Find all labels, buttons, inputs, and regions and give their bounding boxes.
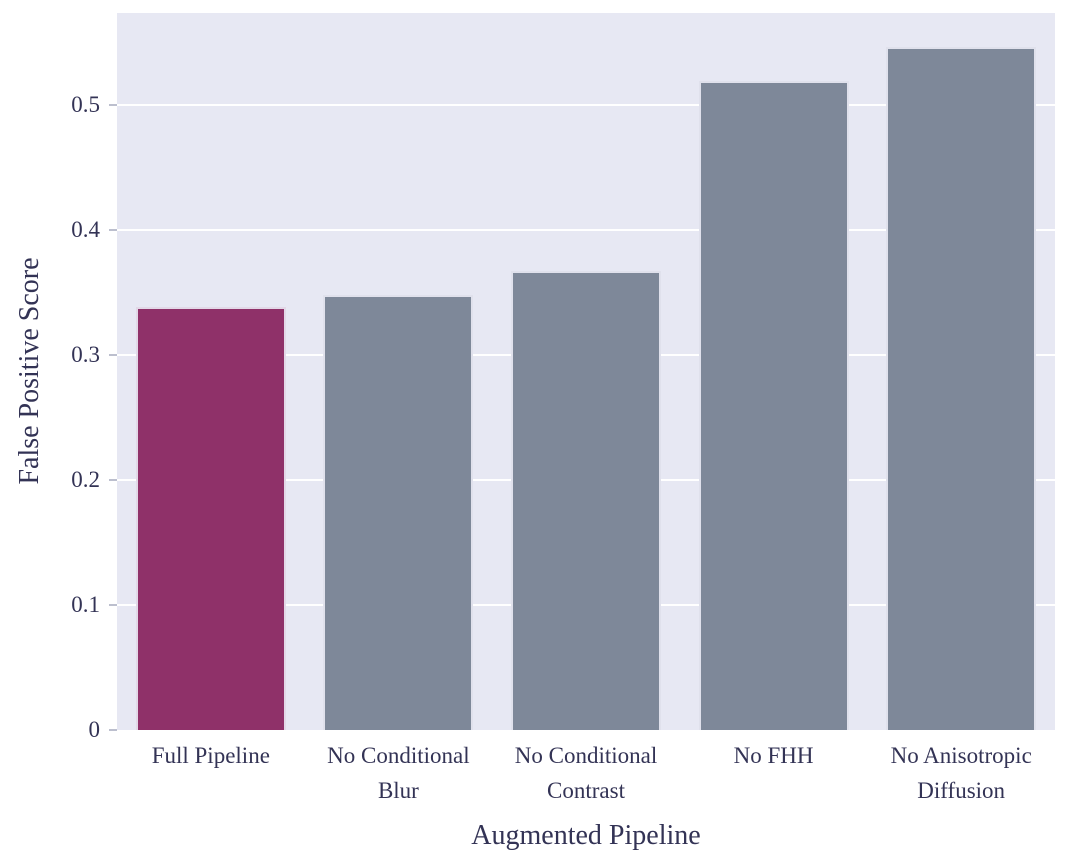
y-tick-mark-0.4 (109, 229, 117, 231)
y-tick-label-0.4: 0.4 (71, 217, 100, 242)
x-tick-label-line: No Anisotropic (890, 743, 1032, 768)
y-tick-mark-0.3 (109, 354, 117, 356)
bar-no-conditional-blur (323, 295, 473, 730)
y-tick-label-0.1: 0.1 (71, 592, 100, 617)
bar-no-conditional-contrast (511, 271, 661, 730)
y-tick-label-0.3: 0.3 (71, 342, 100, 367)
bar-no-anisotropic-diffusion (886, 47, 1036, 730)
x-tick-label-no-fhh: No FHH (734, 738, 814, 773)
bar-full-pipeline (136, 307, 286, 730)
y-tick-label-0.5: 0.5 (71, 92, 100, 117)
y-tick-label-0: 0 (88, 717, 101, 742)
bar-no-fhh (699, 81, 849, 730)
x-tick-label-line: No Conditional (514, 743, 658, 768)
y-tick-mark-0 (109, 729, 117, 731)
x-tick-label-line: No Conditional (327, 743, 470, 768)
x-tick-label-line: Full Pipeline (151, 743, 270, 768)
x-axis-title: Augmented Pipeline (471, 820, 701, 851)
y-tick-mark-0.5 (109, 104, 117, 106)
gridline-y-0.4 (117, 229, 1055, 231)
y-tick-mark-0.2 (109, 479, 117, 481)
x-tick-label-no-anisotropic-diffusion: No Anisotropic Diffusion (891, 738, 1032, 808)
x-tick-label-no-conditional-contrast: No Conditional Contrast (515, 738, 657, 808)
gridline-y-0.5 (117, 104, 1055, 106)
y-tick-mark-0.1 (109, 604, 117, 606)
x-tick-label-full-pipeline: Full Pipeline (152, 738, 270, 773)
y-tick-label-0.2: 0.2 (71, 467, 100, 492)
y-axis-title: False Positive Score (14, 257, 45, 485)
x-tick-label-line: No FHH (733, 743, 814, 768)
x-tick-label-line: Diffusion (917, 778, 1006, 803)
x-tick-label-line: Blur (377, 778, 419, 803)
x-tick-label-line: Contrast (547, 778, 625, 803)
x-tick-label-no-conditional-blur: No Conditional Blur (327, 738, 469, 808)
plot-area (117, 13, 1055, 730)
